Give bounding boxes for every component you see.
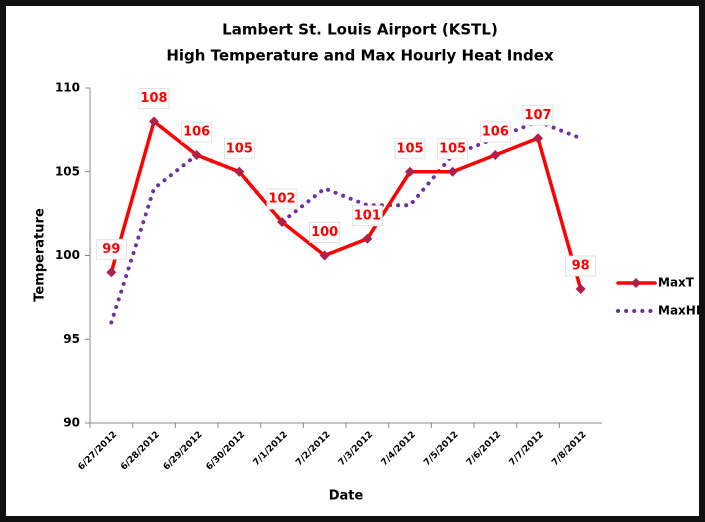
legend-marker	[631, 278, 641, 288]
y-axis-label: Temperature	[33, 208, 48, 302]
data-label: 102	[268, 192, 295, 207]
data-label: 105	[439, 141, 466, 156]
marker	[405, 166, 415, 177]
marker	[234, 166, 245, 177]
data-label-box	[223, 138, 255, 160]
marker	[319, 250, 330, 261]
chart-title: Lambert St. Louis Airport (KSTL)	[222, 21, 498, 39]
data-label: 108	[140, 91, 167, 106]
data-label-box	[181, 121, 213, 143]
data-label: 98	[572, 259, 590, 274]
marker	[447, 166, 458, 177]
y-tick-label: 90	[63, 416, 80, 430]
data-label-box	[138, 88, 170, 109]
data-label: 106	[482, 125, 509, 140]
data-label-box	[394, 138, 426, 160]
legend-label: MaxT	[658, 276, 695, 290]
data-label: 100	[311, 225, 338, 240]
marker	[149, 116, 159, 127]
marker	[191, 150, 202, 160]
series-line	[109, 119, 583, 291]
marker	[106, 267, 117, 278]
data-label-box	[437, 138, 469, 160]
y-tick-label: 105	[55, 164, 80, 178]
data-label: 101	[354, 208, 381, 223]
marker	[362, 233, 373, 244]
data-label-box	[266, 188, 298, 210]
data-label-box	[309, 222, 341, 243]
legend-label: MaxHI	[658, 304, 700, 318]
data-label: 99	[102, 242, 120, 257]
y-tick-label: 110	[55, 81, 80, 95]
marker	[575, 284, 586, 294]
data-label: 106	[183, 125, 210, 140]
marker	[277, 217, 287, 227]
marker	[533, 133, 543, 144]
data-label-box	[522, 104, 554, 126]
data-label-box	[565, 255, 597, 277]
data-label: 105	[396, 141, 423, 156]
chart-subtitle: High Temperature and Max Hourly Heat Ind…	[166, 47, 554, 65]
x-axis-label: Date	[329, 489, 364, 504]
y-tick-label: 95	[63, 332, 80, 346]
data-label-box	[479, 121, 511, 143]
data-label: 107	[524, 108, 551, 123]
data-label-box	[351, 205, 383, 227]
y-tick-label: 100	[55, 248, 80, 262]
marker	[490, 150, 501, 160]
data-label: 105	[226, 141, 253, 156]
data-label-box	[95, 238, 127, 260]
